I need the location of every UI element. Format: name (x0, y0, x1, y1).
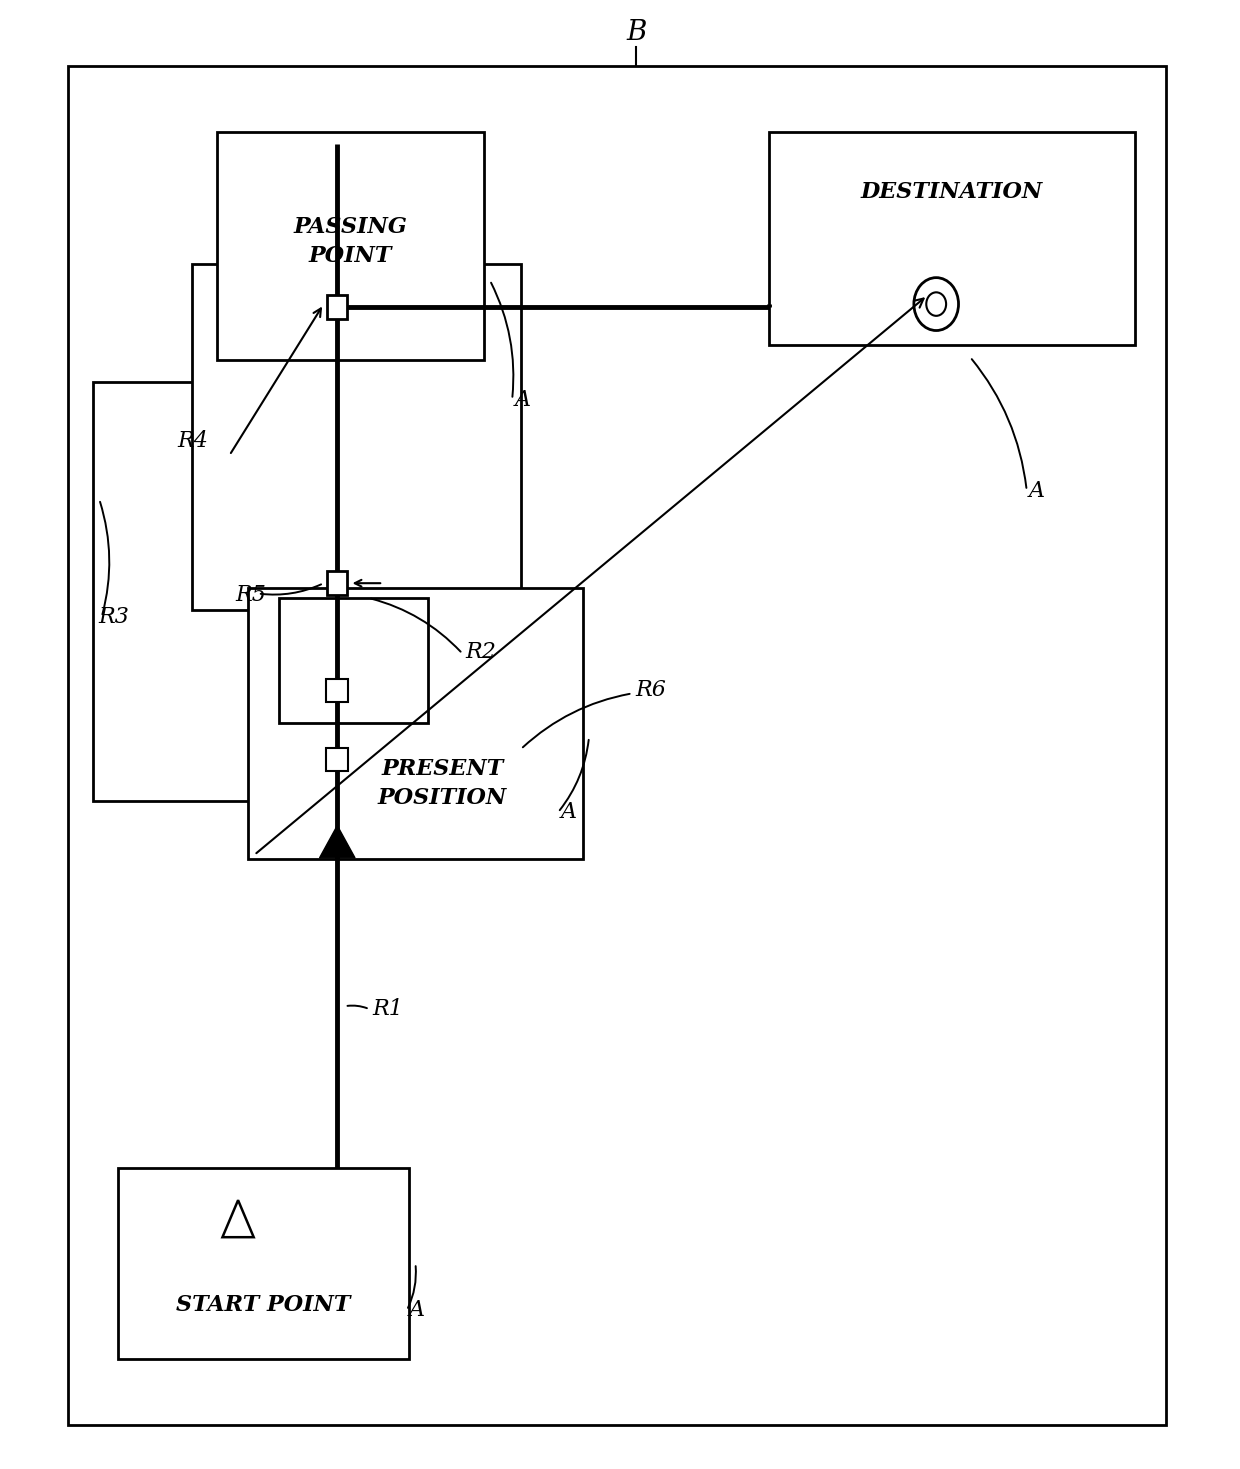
Text: DESTINATION: DESTINATION (861, 181, 1043, 203)
Bar (192, 264, 521, 610)
Bar (769, 132, 1135, 345)
Text: R4: R4 (177, 430, 208, 451)
Text: R6: R6 (635, 680, 666, 701)
Bar (326, 748, 348, 771)
Text: A: A (409, 1300, 425, 1321)
Bar (327, 295, 347, 319)
Bar (93, 382, 310, 801)
Bar (326, 679, 348, 702)
Bar (279, 598, 428, 723)
Text: A: A (560, 802, 577, 823)
Text: A: A (515, 389, 531, 410)
Text: A: A (1029, 480, 1045, 501)
Polygon shape (320, 826, 355, 858)
Text: PRESENT
POSITION: PRESENT POSITION (377, 758, 507, 808)
Bar (217, 132, 484, 360)
Text: R3: R3 (98, 607, 129, 627)
Bar (327, 571, 347, 595)
Bar (248, 588, 583, 859)
Bar (118, 1168, 409, 1359)
Text: R5: R5 (236, 585, 267, 605)
Text: PASSING
POINT: PASSING POINT (294, 216, 407, 267)
Text: R1: R1 (372, 999, 403, 1019)
Polygon shape (222, 1200, 254, 1237)
Text: B: B (626, 19, 646, 46)
Text: START POINT: START POINT (176, 1294, 351, 1316)
Bar (68, 66, 1166, 1425)
Text: R2: R2 (465, 642, 496, 663)
